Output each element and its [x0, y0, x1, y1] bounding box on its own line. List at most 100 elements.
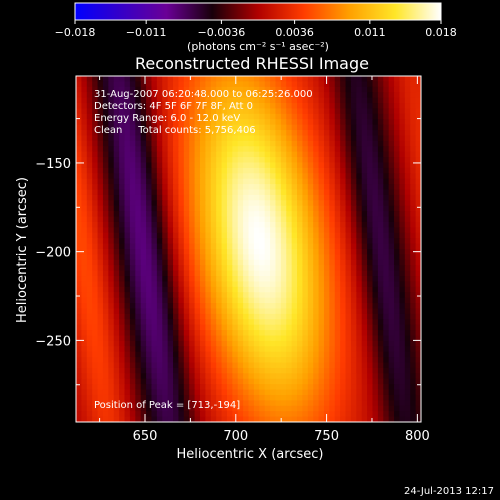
heatmap-pixel	[307, 340, 314, 347]
heatmap-pixel	[334, 324, 341, 331]
heatmap-pixel	[189, 319, 196, 326]
heatmap-pixel	[210, 108, 217, 115]
heatmap-pixel	[307, 270, 314, 277]
heatmap-pixel	[76, 173, 82, 180]
heatmap-pixel	[237, 346, 244, 353]
heatmap-pixel	[189, 270, 196, 277]
heatmap-pixel	[86, 335, 93, 342]
heatmap-pixel	[383, 276, 390, 283]
heatmap-pixel	[307, 297, 314, 304]
heatmap-pixel	[221, 119, 228, 126]
heatmap-pixel	[410, 130, 417, 137]
heatmap-pixel	[313, 308, 320, 315]
heatmap-pixel	[178, 232, 185, 239]
heatmap-pixel	[151, 378, 158, 385]
heatmap-pixel	[318, 308, 325, 315]
heatmap-pixel	[173, 394, 180, 401]
heatmap-pixel	[113, 167, 120, 174]
heatmap-pixel	[237, 378, 244, 385]
heatmap-pixel	[178, 81, 185, 88]
heatmap-pixel	[270, 389, 277, 396]
heatmap-pixel	[259, 140, 266, 147]
heatmap-pixel	[377, 351, 384, 358]
heatmap-pixel	[173, 146, 180, 153]
heatmap-pixel	[356, 340, 363, 347]
heatmap-pixel	[280, 178, 287, 185]
heatmap-pixel	[323, 173, 330, 180]
heatmap-pixel	[307, 216, 314, 223]
heatmap-pixel	[232, 259, 239, 266]
heatmap-pixel	[216, 254, 223, 261]
heatmap-pixel	[415, 178, 421, 185]
heatmap-pixel	[270, 324, 277, 331]
heatmap-pixel	[329, 281, 336, 288]
heatmap-pixel	[270, 270, 277, 277]
heatmap-pixel	[76, 232, 82, 239]
heatmap-pixel	[113, 200, 120, 207]
heatmap-pixel	[350, 416, 357, 422]
heatmap-pixel	[313, 297, 320, 304]
heatmap-pixel	[340, 232, 347, 239]
heatmap-pixel	[399, 270, 406, 277]
heatmap-pixel	[377, 119, 384, 126]
heatmap-pixel	[383, 378, 390, 385]
heatmap-pixel	[243, 270, 250, 277]
heatmap-pixel	[313, 216, 320, 223]
heatmap-pixel	[404, 124, 411, 131]
heatmap-pixel	[264, 373, 271, 380]
heatmap-pixel	[113, 238, 120, 245]
heatmap-pixel	[167, 113, 174, 120]
heatmap-pixel	[323, 367, 330, 374]
heatmap-pixel	[345, 243, 352, 250]
heatmap-pixel	[253, 92, 260, 99]
heatmap-pixel	[129, 146, 136, 153]
heatmap-pixel	[367, 200, 374, 207]
heatmap-pixel	[243, 227, 250, 234]
heatmap-pixel	[243, 216, 250, 223]
heatmap-pixel	[340, 357, 347, 364]
heatmap-image	[76, 76, 421, 422]
heatmap-pixel	[237, 286, 244, 293]
heatmap-pixel	[237, 146, 244, 153]
heatmap-pixel	[404, 205, 411, 212]
heatmap-pixel	[210, 140, 217, 147]
heatmap-pixel	[237, 232, 244, 239]
heatmap-pixel	[81, 367, 88, 374]
heatmap-pixel	[280, 151, 287, 158]
heatmap-pixel	[146, 200, 153, 207]
heatmap-pixel	[81, 189, 88, 196]
heatmap-pixel	[129, 227, 136, 234]
heatmap-pixel	[377, 194, 384, 201]
heatmap-pixel	[216, 130, 223, 137]
heatmap-pixel	[286, 157, 293, 164]
heatmap-pixel	[151, 362, 158, 369]
heatmap-pixel	[286, 405, 293, 412]
heatmap-pixel	[253, 357, 260, 364]
heatmap-pixel	[194, 394, 201, 401]
heatmap-pixel	[410, 216, 417, 223]
heatmap-pixel	[280, 324, 287, 331]
heatmap-pixel	[291, 384, 298, 391]
heatmap-pixel	[280, 286, 287, 293]
heatmap-pixel	[399, 292, 406, 299]
heatmap-pixel	[76, 211, 82, 218]
heatmap-pixel	[108, 335, 115, 342]
heatmap-pixel	[156, 265, 163, 272]
heatmap-pixel	[129, 151, 136, 158]
heatmap-pixel	[383, 362, 390, 369]
heatmap-pixel	[146, 227, 153, 234]
heatmap-pixel	[76, 86, 82, 93]
heatmap-pixel	[367, 319, 374, 326]
heatmap-pixel	[162, 205, 169, 212]
heatmap-pixel	[280, 367, 287, 374]
heatmap-pixel	[334, 157, 341, 164]
colorbar-tick-label: 0.018	[425, 26, 457, 39]
heatmap-pixel	[356, 146, 363, 153]
heatmap-pixel	[313, 270, 320, 277]
heatmap-pixel	[350, 281, 357, 288]
heatmap-pixel	[264, 330, 271, 337]
heatmap-pixel	[205, 211, 212, 218]
heatmap-pixel	[97, 243, 104, 250]
heatmap-pixel	[399, 211, 406, 218]
heatmap-pixel	[237, 167, 244, 174]
